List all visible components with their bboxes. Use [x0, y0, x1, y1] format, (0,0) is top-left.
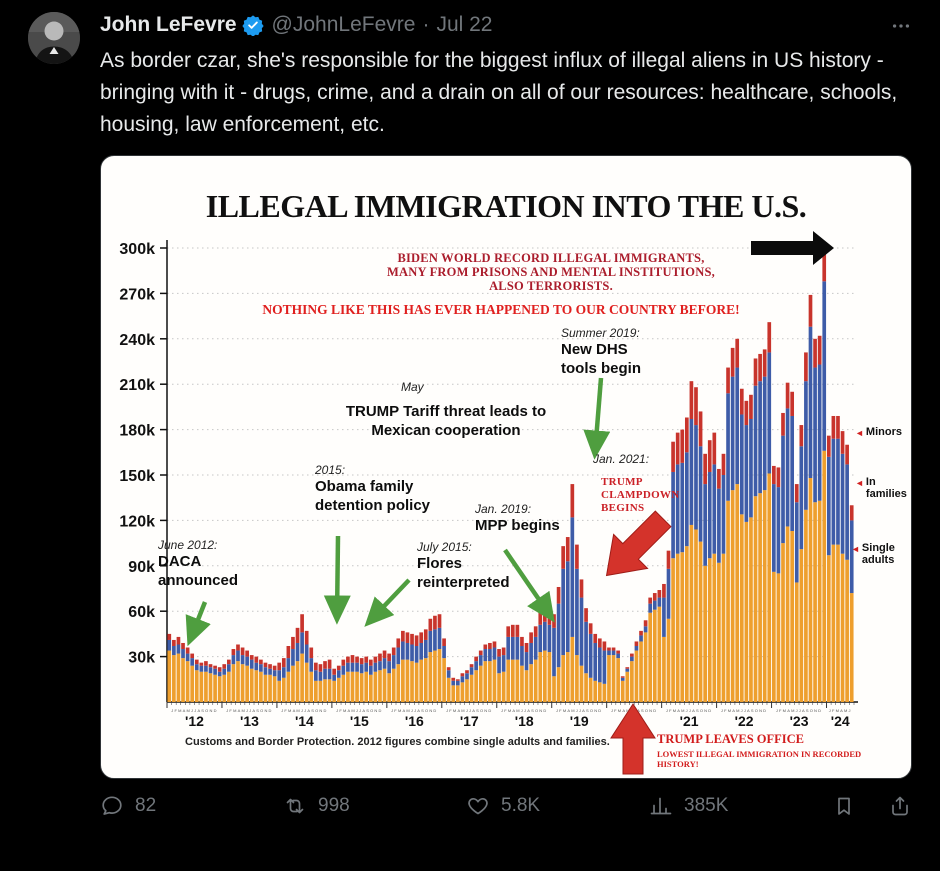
svg-text:210k: 210k [119, 377, 155, 394]
svg-text:JFMAMJJASOND: JFMAMJJASOND [391, 708, 437, 713]
svg-text:JFMAMJJASOND: JFMAMJJASOND [556, 708, 602, 713]
annotation-dhs: Summer 2019: New DHS tools begin [561, 326, 641, 377]
tweet-image[interactable]: 30k 60k 90k 120k 150k 180k 210k 240k 270k 300k JFM… [100, 155, 912, 779]
svg-text:JFMAMJJASOND: JFMAMJJASOND [501, 708, 547, 713]
chart-title: ILLEGAL IMMIGRATION INTO THE U.S. [205, 188, 807, 224]
svg-text:'12: '12 [185, 713, 204, 729]
series-label-families: ◄ In families [855, 476, 907, 500]
svg-text:'15: '15 [350, 713, 369, 729]
heart-icon [468, 797, 488, 815]
annotation-trump-leaves-office: TRUMP LEAVES OFFICE LOWEST ILLEGAL IMMIG… [657, 732, 862, 769]
reply-count: 82 [135, 795, 157, 816]
svg-text:JFMAMJJASOND: JFMAMJJASOND [336, 708, 382, 713]
reply-button[interactable]: 82 [100, 794, 283, 818]
svg-text:'18: '18 [515, 713, 534, 729]
annotation-trump-clampdown: TRUMP CLAMPDOWN BEGINS [601, 476, 680, 514]
reply-icon [102, 796, 122, 815]
repost-count: 998 [318, 795, 350, 816]
green-arrows [185, 377, 611, 647]
dhs-arrow [583, 377, 611, 460]
svg-text:270k: 270k [119, 286, 155, 303]
svg-text:'13: '13 [240, 713, 259, 729]
mpp-arrow [503, 548, 555, 623]
obama-arrow [323, 535, 351, 625]
series-label-minors: ◄ Minors [855, 426, 902, 438]
svg-text:150k: 150k [119, 468, 155, 485]
chart-annotation-arrows [185, 231, 834, 775]
svg-text:JFMAMJJASOND: JFMAMJJASOND [171, 708, 217, 713]
svg-text:'23: '23 [790, 713, 809, 729]
share-button[interactable] [888, 794, 912, 818]
svg-text:JFMAMJJASOND: JFMAMJJASOND [446, 708, 492, 713]
annotation-flores: July 2015: Flores reinterpreted [417, 540, 510, 591]
svg-text:'24: '24 [831, 713, 850, 729]
svg-text:120k: 120k [119, 513, 155, 530]
svg-text:'16: '16 [405, 713, 424, 729]
bookmark-icon [838, 797, 850, 815]
svg-text:JFMAMJJASOND: JFMAMJJASOND [281, 708, 327, 713]
action-bar: 82 998 5.8K 385K [100, 794, 912, 818]
avatar-photo [28, 12, 80, 64]
repost-icon [286, 798, 304, 814]
verified-icon [241, 14, 264, 36]
svg-text:'14: '14 [295, 713, 314, 729]
svg-text:90k: 90k [128, 559, 155, 576]
repost-button[interactable]: 998 [283, 794, 466, 818]
series-pointer-icon: ◄ [855, 428, 864, 438]
svg-text:'22: '22 [735, 713, 754, 729]
bookmark-button[interactable] [832, 794, 856, 818]
series-label-single-adults: ◄ Single adults [851, 542, 895, 566]
daca-arrow [185, 601, 211, 647]
svg-text:JFMAMJ: JFMAMJ [829, 708, 852, 713]
tweet-date[interactable]: Jul 22 [436, 13, 493, 36]
annotation-nothing-like-this: NOTHING LIKE THIS HAS EVER HAPPENED TO O… [262, 302, 740, 317]
more-icon [892, 24, 910, 28]
author-handle[interactable]: @JohnLeFevre [271, 13, 416, 36]
annotation-biden-record: BIDEN WORLD RECORD ILLEGAL IMMIGRANTS, M… [387, 251, 715, 293]
svg-text:JFMAMJJASOND: JFMAMJJASOND [721, 708, 767, 713]
svg-text:60k: 60k [128, 604, 155, 621]
views-count: 385K [684, 795, 729, 816]
meta-separator: · [422, 13, 430, 36]
immigration-chart-svg: 30k 60k 90k 120k 150k 180k 210k 240k 270k 300k JFM… [119, 231, 858, 775]
annotation-obama-detention: 2015: Obama family detention policy [315, 463, 431, 514]
annotation-daca: June 2012: DACA announced [158, 538, 239, 589]
flores-arrow [364, 578, 411, 627]
like-count: 5.8K [501, 795, 541, 816]
series-pointer-icon: ◄ [851, 544, 860, 554]
red-down-arrow-icon [605, 510, 672, 577]
svg-text:JFMAMJJASOND: JFMAMJJASOND [226, 708, 272, 713]
svg-text:30k: 30k [128, 650, 155, 667]
svg-text:JFMAMJJASOND: JFMAMJJASOND [666, 708, 712, 713]
series-pointer-icon: ◄ [855, 478, 864, 488]
like-button[interactable]: 5.8K [466, 794, 649, 818]
tweet: John LeFevre @JohnLeFevre · Jul 22 As bord… [28, 12, 912, 818]
chart-source-note: Customs and Border Protection. 2012 figu… [185, 736, 610, 748]
share-icon [892, 796, 908, 816]
svg-text:'19: '19 [570, 713, 589, 729]
views-button[interactable]: 385K [649, 794, 832, 818]
svg-text:'17: '17 [460, 713, 479, 729]
svg-text:'21: '21 [680, 713, 699, 729]
annotation-jan-2021: Jan. 2021: [593, 452, 650, 466]
svg-text:300k: 300k [119, 241, 155, 258]
more-button[interactable] [890, 15, 912, 44]
author-name[interactable]: John LeFevre [100, 13, 237, 36]
annotation-may: May [401, 380, 424, 394]
avatar[interactable] [28, 12, 80, 64]
black-arrow-icon [751, 231, 834, 265]
svg-text:180k: 180k [119, 423, 155, 440]
annotation-trump-tariff: TRUMP Tariff threat leads to Mexican coo… [345, 403, 547, 439]
analytics-icon [650, 797, 672, 815]
annotation-mpp: Jan. 2019: MPP begins [475, 502, 560, 534]
tweet-header: John LeFevre @JohnLeFevre · Jul 22 [100, 12, 912, 38]
svg-text:JFMAMJJASOND: JFMAMJJASOND [776, 708, 822, 713]
chart-plot: 30k 60k 90k 120k 150k 180k 210k 240k 270k 300k JFM… [119, 240, 858, 729]
tweet-text: As border czar, she's responsible for th… [100, 49, 898, 136]
red-up-arrow-icon [610, 703, 656, 775]
svg-text:240k: 240k [119, 332, 155, 349]
